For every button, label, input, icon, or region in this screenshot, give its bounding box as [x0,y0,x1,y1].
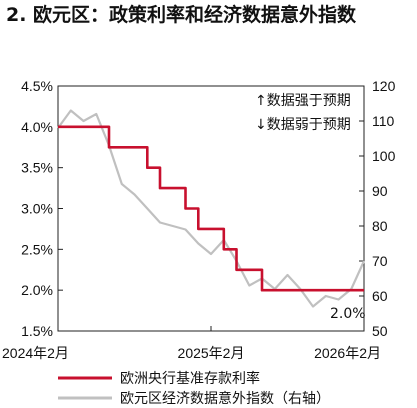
legend-label-rate: 欧洲央行基准存款利率 [120,370,260,387]
left-tick-label: 3.0% [21,201,53,217]
left-axis: 1.5% 2.0% 2.5% 3.0% 3.5% 4.0% 4.5% [21,78,63,339]
legend: 欧洲央行基准存款利率 欧元区经济数据意外指数（右轴） [58,370,330,407]
x-tick-label: 2025年2月 [178,345,245,361]
right-tick-label: 120 [372,78,396,94]
legend-label-surprise: 欧元区经济数据意外指数（右轴） [120,390,330,407]
left-tick-label: 2.0% [21,282,53,298]
right-tick-label: 100 [372,148,396,164]
surprise-series-line [57,109,366,308]
rate-series-line [58,125,364,292]
right-tick-label: 110 [372,113,395,129]
right-axis: 50 60 70 80 90 100 110 120 [359,78,396,339]
right-tick-label: 60 [372,288,388,304]
x-axis: 2024年2月 2025年2月 2026年2月 [2,326,381,361]
left-tick-label: 2.5% [21,241,53,257]
left-tick-label: 4.5% [21,78,53,94]
left-tick-label: 1.5% [21,323,53,339]
left-tick-label: 3.5% [21,160,53,176]
right-tick-label: 70 [372,253,388,269]
chart-title: 2. 欧元区：政策利率和经济数据意外指数 [6,4,357,26]
x-tick-label: 2026年2月 [314,345,381,361]
right-tick-label: 80 [372,218,388,234]
annotation-data-weaker: ↓数据弱于预期 [255,117,351,133]
left-tick-label: 4.0% [21,119,53,135]
annotation-data-stronger: ↑数据强于预期 [255,93,351,109]
series-layer [57,109,366,308]
right-tick-label: 90 [372,183,388,199]
x-tick-label: 2024年2月 [2,345,69,361]
right-tick-label: 50 [372,323,388,339]
end-value-label: 2.0% [330,306,366,322]
